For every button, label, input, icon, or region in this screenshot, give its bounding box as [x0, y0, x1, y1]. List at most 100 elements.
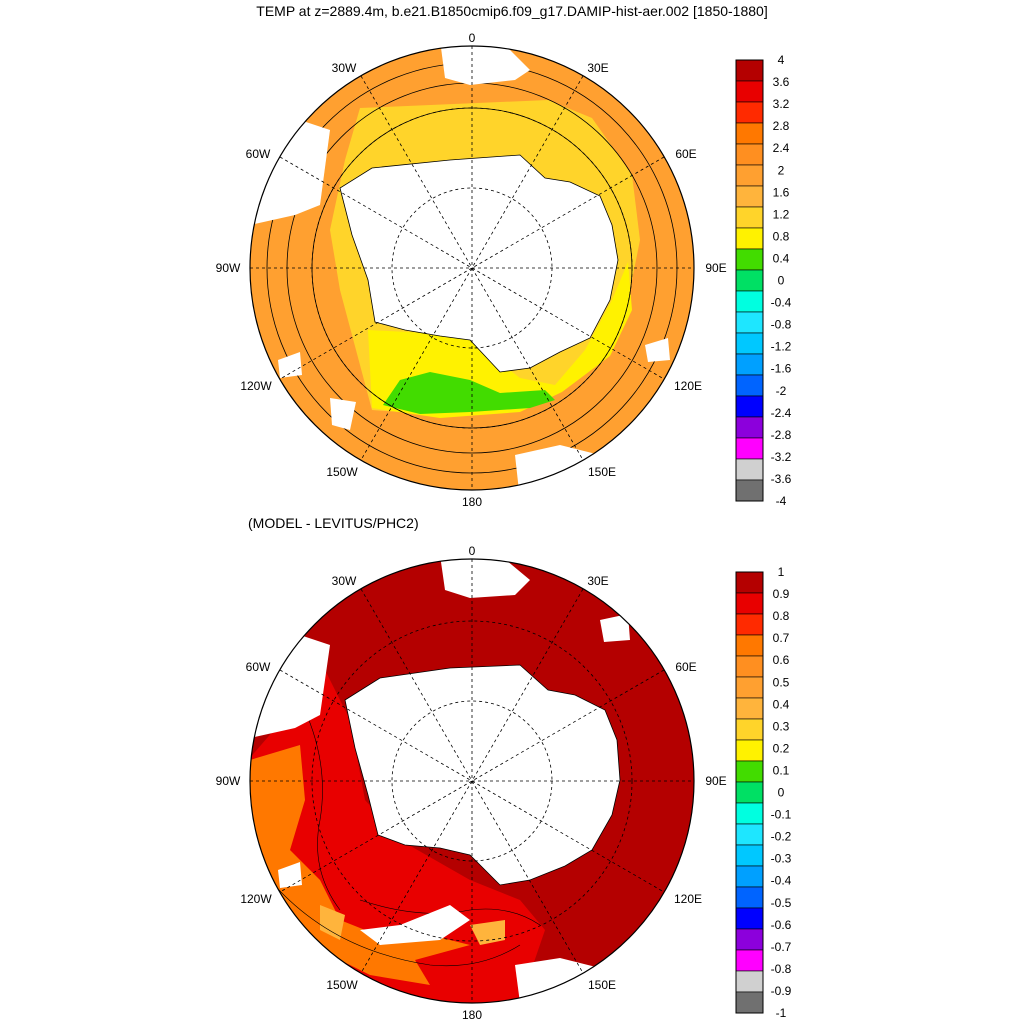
bottom-lon-label: 120E — [674, 892, 702, 906]
bottom-lon-label: 30W — [332, 574, 357, 588]
colorbar-tick-label: 1.6 — [773, 185, 790, 199]
top-lon-label: 120W — [240, 379, 272, 393]
top-green-region — [383, 372, 555, 414]
top-map-border — [249, 45, 695, 491]
colorbar-tick-label: -4 — [776, 494, 787, 508]
top-antarctica-land — [339, 154, 619, 373]
top-lon-label: 150E — [588, 465, 616, 479]
bottom-lon-label: 60E — [675, 660, 696, 674]
colorbar-swatch — [735, 227, 764, 250]
colorbar-tick-label: 3.2 — [773, 97, 790, 111]
colorbar-swatch — [735, 613, 764, 636]
colorbar-tick-label: -2.4 — [771, 406, 792, 420]
colorbar-tick-label: -1.2 — [771, 340, 792, 354]
colorbar-tick-label: 0.7 — [773, 631, 790, 645]
top-lon-label: 30W — [332, 61, 357, 75]
colorbar-tick-label: -0.5 — [771, 896, 792, 910]
colorbar-tick-label: -3.6 — [771, 472, 792, 486]
top-longitude-labels: 0 30E 60E 90E 120E 150E 180 150W 120W 90… — [216, 31, 727, 509]
colorbar-swatch — [735, 479, 764, 502]
top-lon-label: 60E — [675, 147, 696, 161]
colorbar-swatch — [735, 437, 764, 460]
colorbar-tick-label: 3.6 — [773, 75, 790, 89]
colorbar-swatch — [735, 143, 764, 166]
colorbar-swatch — [735, 374, 764, 397]
colorbar-swatch — [735, 395, 764, 418]
colorbar-swatch — [735, 886, 764, 909]
colorbar-swatch — [735, 781, 764, 804]
colorbar-tick-label: -0.2 — [771, 830, 792, 844]
bottom-lon-label: 90E — [705, 774, 726, 788]
colorbar-tick-label: -1 — [776, 1006, 787, 1020]
colorbar-tick-label: -1.6 — [771, 362, 792, 376]
colorbar-swatch — [735, 739, 764, 762]
colorbar-tick-label: 0.4 — [773, 251, 790, 265]
colorbar-tick-label: 2 — [778, 163, 785, 177]
bottom-lon-label: 120W — [240, 892, 272, 906]
colorbar-swatch — [735, 59, 764, 82]
bottom-longitude-labels: 0 30E 60E 90E 120E 150E 180 150W 120W 90… — [216, 544, 727, 1022]
colorbar-swatch — [735, 332, 764, 355]
bottom-pacific-orange — [250, 745, 490, 985]
colorbar-swatch — [735, 571, 764, 594]
bottom-lon-label: 150E — [588, 978, 616, 992]
bottom-lon-label: 60W — [246, 660, 271, 674]
colorbar-tick-label: 2.4 — [773, 141, 790, 155]
bottom-contours — [269, 699, 541, 967]
colorbar-bottom: 1 0.9 0.8 0.7 0.6 0.5 0.4 0.3 0.2 0.1 0 -0.1 -0.2 -0.… — [735, 565, 792, 1020]
colorbar-tick-label: 0.8 — [773, 229, 790, 243]
colorbar-swatch — [735, 991, 764, 1014]
bottom-lon-label: 30E — [587, 574, 608, 588]
colorbar-tick-label: 0 — [778, 274, 785, 288]
top-map: 0 30E 60E 90E 120E 150E 180 150W 120W 90… — [216, 31, 727, 509]
colorbar-tick-label: 4 — [778, 53, 785, 67]
colorbar-swatch — [735, 844, 764, 867]
figure-title: TEMP at z=2889.4m, b.e21.B1850cmip6.f09_… — [256, 3, 767, 19]
colorbar-swatch — [735, 185, 764, 208]
colorbar-tick-label: 2.8 — [773, 119, 790, 133]
bottom-lon-label: 90W — [216, 774, 241, 788]
colorbar-swatch — [735, 865, 764, 888]
top-lon-label: 90W — [216, 261, 241, 275]
colorbar-swatch — [735, 269, 764, 292]
colorbar-tick-label: -0.9 — [771, 984, 792, 998]
bottom-pacific-light — [320, 905, 505, 945]
bottom-land-africa — [440, 559, 530, 598]
colorbar-tick-label: 1.2 — [773, 207, 790, 221]
colorbar-swatch — [735, 458, 764, 481]
colorbar-tick-label: -0.8 — [771, 318, 792, 332]
colorbar-tick-label: -0.7 — [771, 940, 792, 954]
colorbar-swatch — [735, 248, 764, 271]
top-land-africa — [440, 46, 530, 85]
colorbar-outline — [735, 571, 764, 1014]
bottom-graticule — [250, 559, 694, 1003]
colorbar-tick-label: -0.6 — [771, 918, 792, 932]
colorbar-swatch — [735, 122, 764, 145]
colorbar-swatch — [735, 928, 764, 951]
colorbar-swatch — [735, 676, 764, 699]
colorbar-swatch — [735, 311, 764, 334]
bottom-lon-label: 180 — [462, 1008, 482, 1022]
bottom-antarctica-land — [344, 664, 621, 886]
top-land-nz — [330, 398, 356, 430]
colorbar-tick-label: 0.9 — [773, 587, 790, 601]
top-lon-label: 0 — [469, 31, 476, 45]
colorbar-swatch — [735, 802, 764, 825]
colorbar-swatch — [735, 655, 764, 678]
colorbar-tick-label: 1 — [778, 565, 785, 579]
colorbar-tick-label: 0.2 — [773, 741, 790, 755]
colorbar-swatch — [735, 592, 764, 615]
top-graticule — [250, 46, 694, 490]
colorbar-tick-label: -0.3 — [771, 852, 792, 866]
colorbar-swatch — [735, 760, 764, 783]
colorbar-swatch — [735, 101, 764, 124]
colorbar-swatch — [735, 718, 764, 741]
bottom-land-nz — [360, 905, 470, 945]
colorbar-swatch — [735, 80, 764, 103]
colorbar-tick-label: -2 — [776, 384, 787, 398]
colorbar-swatch — [735, 697, 764, 720]
top-lon-label: 90E — [705, 261, 726, 275]
colorbar-tick-label: -0.8 — [771, 962, 792, 976]
colorbar-tick-label: -0.4 — [771, 296, 792, 310]
